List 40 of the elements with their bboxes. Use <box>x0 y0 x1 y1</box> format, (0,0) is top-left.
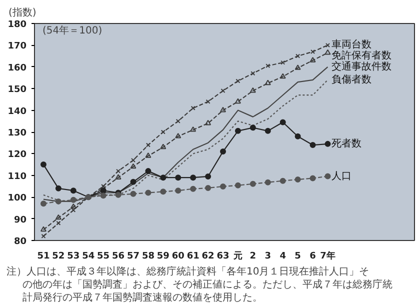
x-tick-label: 3 <box>264 252 272 262</box>
annotation: (54年＝100) <box>42 24 102 36</box>
y-tick-label: 170 <box>8 42 27 52</box>
x-tick-label: 59 <box>156 252 170 262</box>
x-tick-label: 55 <box>97 252 110 262</box>
x-tick-label: 60 <box>172 252 184 262</box>
series-label: 交通事故件数 <box>332 60 392 72</box>
x-tick-label: 58 <box>142 252 154 262</box>
x-tick-label: 61 <box>186 252 200 262</box>
series-label: 車両台数 <box>332 38 372 51</box>
x-tick-label: 4 <box>280 252 286 262</box>
y-tick-label: 130 <box>8 128 27 138</box>
x-tick-label: 63 <box>216 252 230 262</box>
y-tick-label: 110 <box>8 172 27 182</box>
x-tick-label: 6 <box>310 252 316 262</box>
x-tick-label: 元 <box>232 250 242 262</box>
x-tick-label: 51 <box>37 252 50 262</box>
y-tick-label: 90 <box>14 215 27 226</box>
x-tick-label: 53 <box>67 252 80 262</box>
series-label: 死者数 <box>332 137 362 150</box>
series-label: 負傷者数 <box>332 73 372 86</box>
x-tick-label: 5 <box>294 252 301 262</box>
y-tick-label: 150 <box>8 85 27 96</box>
x-tick-label: 56 <box>112 252 125 262</box>
y-tick-label: 80 <box>14 237 27 247</box>
x-tick-label: 62 <box>202 252 214 262</box>
x-tick-label: 54 <box>82 252 95 262</box>
x-tick-label: 2 <box>250 252 256 262</box>
x-tick-label: 52 <box>52 252 65 262</box>
series-label: 免許保有者数 <box>332 49 392 62</box>
series-label: 人口 <box>332 170 352 182</box>
y-tick-label: 160 <box>8 63 27 74</box>
y-tick-label: 100 <box>8 194 27 204</box>
x-tick-label: 57 <box>126 252 140 262</box>
y-tick-label: 120 <box>8 150 27 160</box>
x-tick-label: 7年 <box>320 250 336 262</box>
y-axis-title: (指数) <box>8 6 36 18</box>
text: 注）人口は、平成３年以降は、総務庁統計資料「各年10月１日現在推計人口」その他の年は「国勢調査」および、その補正値による。ただし、平成７年は総務庁統計局発行の平成７年国勢調査速報の数値を使用した。 <box>6 266 392 303</box>
y-tick-label: 140 <box>8 106 27 117</box>
y-tick-label: 180 <box>8 20 27 30</box>
